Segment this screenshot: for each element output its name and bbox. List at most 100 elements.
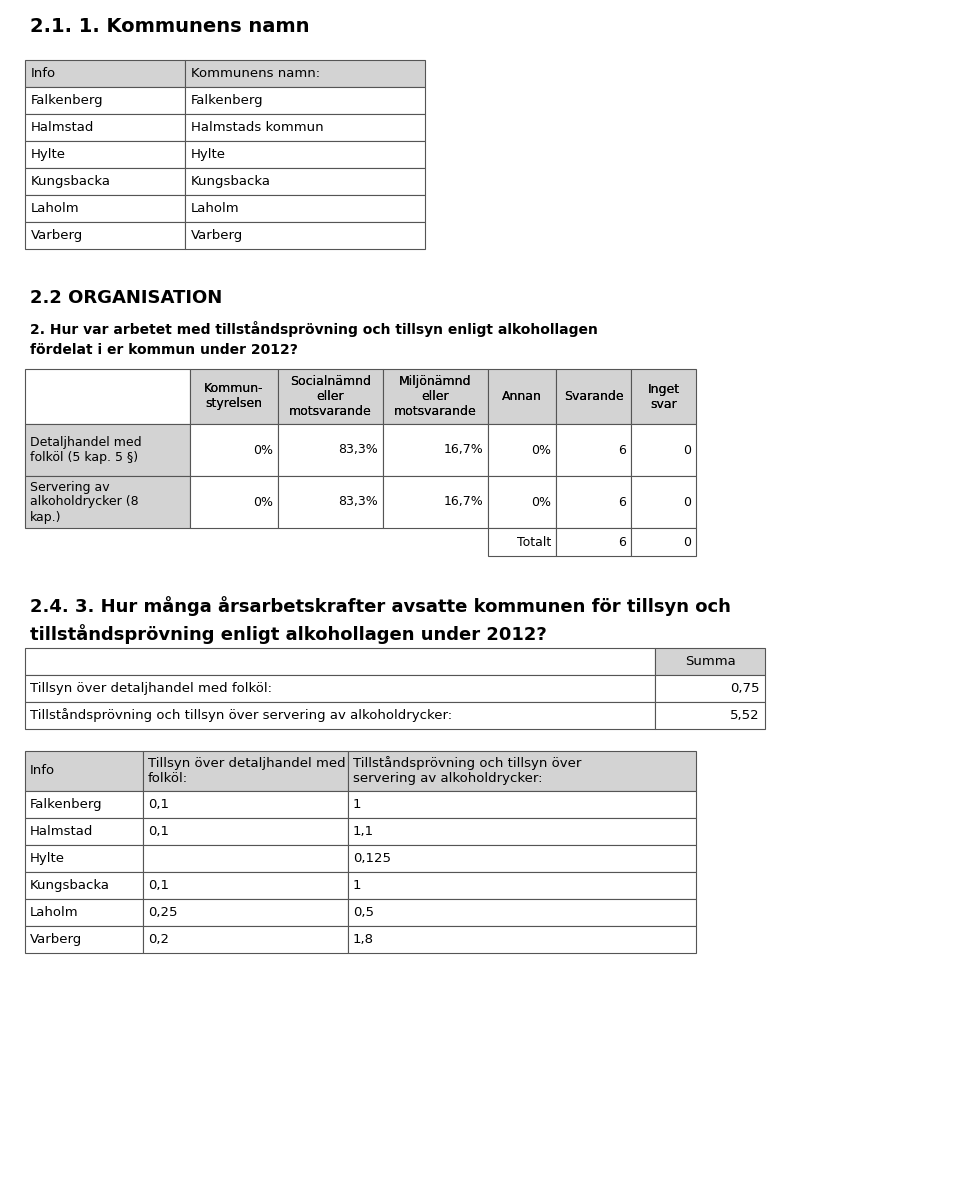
Bar xyxy=(25,87,185,114)
Bar xyxy=(25,114,185,141)
Bar xyxy=(143,899,348,925)
Text: 0%: 0% xyxy=(253,443,273,456)
Text: Hylte: Hylte xyxy=(31,148,66,161)
Text: 0,125: 0,125 xyxy=(353,852,391,865)
Text: Halmstad: Halmstad xyxy=(31,121,94,135)
Bar xyxy=(25,791,143,818)
Bar xyxy=(655,648,765,675)
Bar xyxy=(143,925,348,953)
Text: Inget
svar: Inget svar xyxy=(647,382,680,411)
Text: Kungsbacka: Kungsbacka xyxy=(30,879,110,892)
Text: Socialnämnd
eller
motsvarande: Socialnämnd eller motsvarande xyxy=(289,375,372,418)
Text: Halmstad: Halmstad xyxy=(30,825,93,838)
Text: Svarande: Svarande xyxy=(564,389,623,403)
Bar xyxy=(631,424,696,476)
Text: Varberg: Varberg xyxy=(30,933,83,946)
Text: 0,5: 0,5 xyxy=(353,906,374,919)
Text: Laholm: Laholm xyxy=(191,202,240,216)
Text: Detaljhandel med
folköl (5 kap. 5 §): Detaljhandel med folköl (5 kap. 5 §) xyxy=(30,436,142,464)
Bar xyxy=(348,818,696,844)
Bar xyxy=(185,114,425,141)
Bar xyxy=(185,60,425,87)
Bar xyxy=(25,369,190,424)
Text: 0%: 0% xyxy=(531,443,551,456)
Text: Servering av
alkoholdrycker (8
kap.): Servering av alkoholdrycker (8 kap.) xyxy=(30,480,138,524)
Text: Halmstads kommun: Halmstads kommun xyxy=(191,121,324,135)
Text: Falkenberg: Falkenberg xyxy=(191,94,264,107)
Bar xyxy=(655,701,765,729)
Bar xyxy=(143,844,348,872)
Bar xyxy=(25,675,655,701)
Text: Tillståndsprövning och tillsyn över
servering av alkoholdrycker:: Tillståndsprövning och tillsyn över serv… xyxy=(353,756,582,786)
Text: 83,3%: 83,3% xyxy=(338,495,378,509)
Text: 0,75: 0,75 xyxy=(731,682,760,696)
Text: 0: 0 xyxy=(683,536,691,549)
Bar xyxy=(631,528,696,556)
Bar xyxy=(143,872,348,899)
Bar xyxy=(488,369,556,424)
Text: Kommun-
styrelsen: Kommun- styrelsen xyxy=(204,382,264,411)
Text: 16,7%: 16,7% xyxy=(444,443,483,456)
Text: 6: 6 xyxy=(618,536,626,549)
Text: Hylte: Hylte xyxy=(191,148,226,161)
Bar xyxy=(143,791,348,818)
Bar xyxy=(25,195,185,222)
Bar xyxy=(556,424,631,476)
Text: Falkenberg: Falkenberg xyxy=(31,94,104,107)
Bar xyxy=(278,424,383,476)
Text: 2.4. 3. Hur många årsarbetskrafter avsatte kommunen för tillsyn och
tillståndspr: 2.4. 3. Hur många årsarbetskrafter avsat… xyxy=(30,596,731,644)
Text: Kommun-
styrelsen: Kommun- styrelsen xyxy=(204,382,264,411)
Bar xyxy=(190,369,278,424)
Bar xyxy=(348,899,696,925)
Bar xyxy=(25,648,655,675)
Bar xyxy=(25,60,185,87)
Bar xyxy=(25,701,655,729)
Text: Miljönämnd
eller
motsvarande: Miljönämnd eller motsvarande xyxy=(395,375,477,418)
Bar xyxy=(488,424,556,476)
Text: 1: 1 xyxy=(353,879,362,892)
Bar xyxy=(278,369,383,424)
Text: 2.2 ORGANISATION: 2.2 ORGANISATION xyxy=(30,289,223,307)
Text: Socialnämnd
eller
motsvarande: Socialnämnd eller motsvarande xyxy=(289,375,372,418)
Bar xyxy=(556,528,631,556)
Text: 0: 0 xyxy=(683,495,691,509)
Bar xyxy=(631,476,696,528)
Bar xyxy=(143,752,348,791)
Bar xyxy=(278,476,383,528)
Text: Tillsyn över detaljhandel med
folköl:: Tillsyn över detaljhandel med folköl: xyxy=(148,757,346,785)
Text: 0,1: 0,1 xyxy=(148,879,169,892)
Bar xyxy=(25,844,143,872)
Text: 2.1. 1. Kommunens namn: 2.1. 1. Kommunens namn xyxy=(30,17,309,36)
Text: 0,1: 0,1 xyxy=(148,798,169,811)
Text: Info: Info xyxy=(31,67,56,80)
Text: Summa: Summa xyxy=(684,655,735,668)
Text: 1,8: 1,8 xyxy=(353,933,374,946)
Bar xyxy=(25,476,190,528)
Bar xyxy=(383,369,488,424)
Bar xyxy=(488,476,556,528)
Bar xyxy=(143,818,348,844)
Text: Tillsyn över detaljhandel med folköl:: Tillsyn över detaljhandel med folköl: xyxy=(30,682,272,696)
Bar xyxy=(185,87,425,114)
Bar xyxy=(25,168,185,195)
Text: Laholm: Laholm xyxy=(30,906,79,919)
Bar xyxy=(556,369,631,424)
Text: Annan: Annan xyxy=(502,389,542,403)
Text: Kungsbacka: Kungsbacka xyxy=(31,175,111,188)
Bar xyxy=(655,675,765,701)
Bar xyxy=(185,195,425,222)
Bar xyxy=(25,222,185,249)
Text: Varberg: Varberg xyxy=(191,229,243,242)
Text: 0%: 0% xyxy=(253,495,273,509)
Text: Miljönämnd
eller
motsvarande: Miljönämnd eller motsvarande xyxy=(395,375,477,418)
Text: Varberg: Varberg xyxy=(31,229,84,242)
Bar xyxy=(185,141,425,168)
Bar xyxy=(190,424,278,476)
Text: 0,25: 0,25 xyxy=(148,906,178,919)
Text: Kungsbacka: Kungsbacka xyxy=(191,175,271,188)
Bar xyxy=(185,222,425,249)
Bar xyxy=(25,818,143,844)
Text: 1: 1 xyxy=(353,798,362,811)
Bar xyxy=(383,424,488,476)
Text: 0%: 0% xyxy=(531,495,551,509)
